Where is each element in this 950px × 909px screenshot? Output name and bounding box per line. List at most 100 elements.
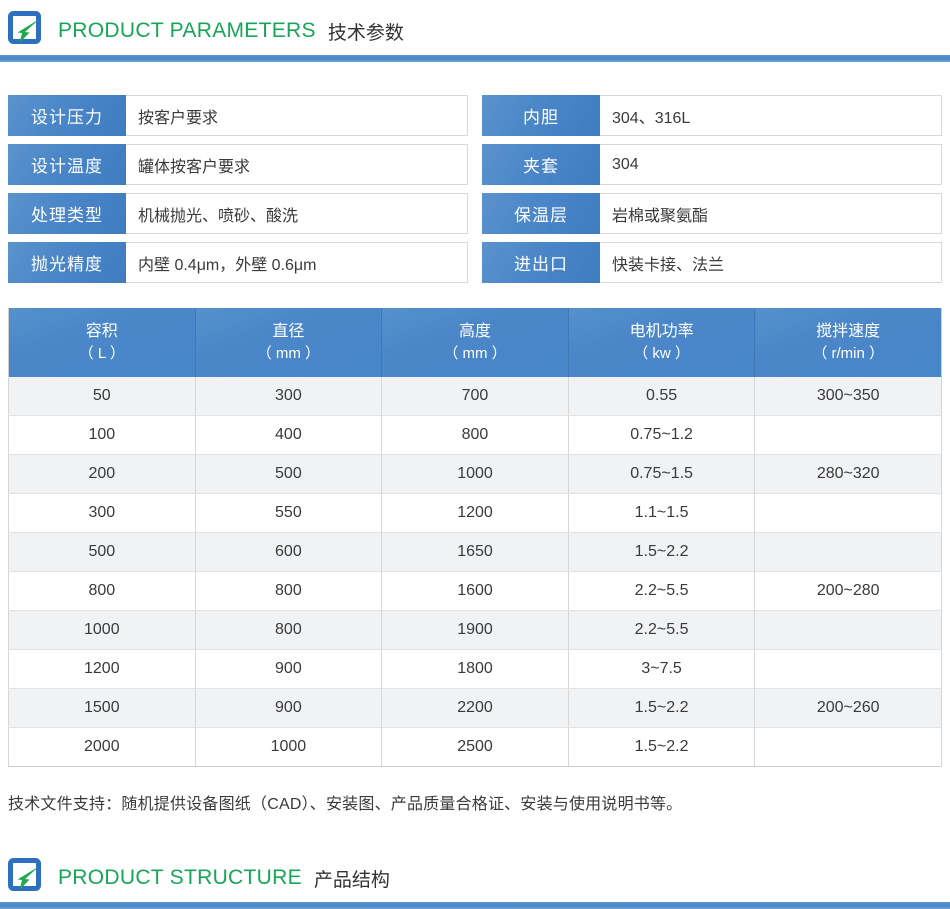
table-column-header: 直径 （ mm ） bbox=[194, 308, 383, 377]
parameter-value: 岩棉或聚氨酯 bbox=[600, 194, 941, 233]
table-cell: 600 bbox=[194, 532, 383, 573]
table-header-row: 容积 （ L ） 直径 （ mm ） 高度 （ mm ） 电机功率 （ kw ）… bbox=[8, 308, 942, 377]
parameter-label: 设计压力 bbox=[8, 95, 126, 136]
parameter-label: 设计温度 bbox=[8, 144, 126, 185]
parameter-value: 内壁 0.4μm，外壁 0.6μm bbox=[126, 243, 467, 282]
parameter-boxes: 设计压力 按客户要求 设计温度 罐体按客户要求 处理类型 机械抛光、喷砂、酸洗 … bbox=[0, 95, 950, 283]
table-cell: 1000 bbox=[8, 610, 196, 651]
parameter-value: 快装卡接、法兰 bbox=[600, 243, 941, 282]
column-unit: （ mm ） bbox=[443, 345, 507, 363]
specification-table: 容积 （ L ） 直径 （ mm ） 高度 （ mm ） 电机功率 （ kw ）… bbox=[8, 308, 942, 768]
section-header-parameters: PRODUCT PARAMETERS 技术参数 bbox=[0, 0, 950, 62]
table-cell: 550 bbox=[194, 493, 383, 534]
column-unit: （ kw ） bbox=[633, 345, 690, 363]
table-cell: 1000 bbox=[381, 454, 569, 495]
table-cell: 800 bbox=[8, 571, 196, 612]
parameter-value: 按客户要求 bbox=[126, 96, 467, 135]
table-cell: 800 bbox=[194, 610, 383, 651]
table-cell: 900 bbox=[194, 649, 383, 690]
table-row: 300 550 1200 1.1~1.5 bbox=[8, 493, 942, 534]
table-cell: 200 bbox=[8, 454, 196, 495]
table-column-header: 电机功率 （ kw ） bbox=[567, 308, 756, 377]
table-cell: 800 bbox=[194, 571, 383, 612]
table-cell: 1200 bbox=[381, 493, 569, 534]
section-title-en: PRODUCT PARAMETERS bbox=[58, 19, 316, 42]
table-cell: 0.75~1.2 bbox=[567, 415, 756, 456]
table-cell: 2.2~5.5 bbox=[567, 610, 756, 651]
table-cell: 200~260 bbox=[754, 688, 942, 729]
table-cell: 1500 bbox=[8, 688, 196, 729]
section-title-cn: 技术参数 bbox=[327, 22, 404, 44]
table-cell: 280~320 bbox=[754, 454, 942, 495]
section-divider-rule bbox=[0, 55, 950, 62]
table-cell: 500 bbox=[8, 532, 196, 573]
table-body: 50 300 700 0.55 300~350 100 400 800 0.75~1.2 200 5… bbox=[8, 376, 942, 768]
table-cell: 1600 bbox=[381, 571, 569, 612]
table-row: 1000 800 1900 2.2~5.5 bbox=[8, 610, 942, 651]
column-name: 容积 bbox=[85, 323, 118, 340]
parameter-row: 内胆 304、316L bbox=[482, 95, 942, 136]
parameter-value: 304 bbox=[600, 145, 941, 184]
table-cell: 200~280 bbox=[754, 571, 942, 612]
section-title-en: PRODUCT STRUCTURE bbox=[58, 866, 302, 890]
table-cell: 900 bbox=[194, 688, 383, 729]
parameter-column-right: 内胆 304、316L 夹套 304 保温层 岩棉或聚氨酯 进出口 快装卡接、法… bbox=[482, 95, 942, 283]
parameter-row: 处理类型 机械抛光、喷砂、酸洗 bbox=[8, 193, 468, 234]
table-cell: 1.1~1.5 bbox=[567, 493, 756, 534]
table-cell bbox=[754, 415, 942, 456]
section-header-structure: PRODUCT STRUCTURE 产品结构 bbox=[0, 847, 950, 909]
parameter-label: 夹套 bbox=[482, 144, 600, 185]
table-row: 1200 900 1800 3~7.5 bbox=[8, 649, 942, 690]
column-name: 电机功率 bbox=[629, 323, 694, 340]
table-cell: 1000 bbox=[194, 727, 383, 768]
table-cell: 400 bbox=[194, 415, 383, 456]
table-cell bbox=[754, 727, 942, 768]
section-title-cn: 产品结构 bbox=[313, 869, 390, 891]
column-unit: （ mm ） bbox=[256, 345, 321, 363]
table-cell: 1200 bbox=[8, 649, 196, 690]
table-cell: 1900 bbox=[381, 610, 569, 651]
parameter-label: 处理类型 bbox=[8, 193, 126, 234]
table-row: 1500 900 2200 1.5~2.2 200~260 bbox=[8, 688, 942, 729]
table-column-header: 搅拌速度 （ r/min ） bbox=[754, 308, 942, 377]
parameter-value: 罐体按客户要求 bbox=[126, 145, 467, 184]
table-cell: 1650 bbox=[381, 532, 569, 573]
table-cell: 1.5~2.2 bbox=[567, 532, 756, 573]
table-cell: 50 bbox=[8, 376, 196, 417]
table-cell bbox=[754, 493, 942, 534]
table-cell: 100 bbox=[8, 415, 196, 456]
company-logo-icon bbox=[8, 858, 44, 894]
parameter-row: 保温层 岩棉或聚氨酯 bbox=[482, 193, 942, 234]
parameter-value: 304、316L bbox=[600, 96, 941, 135]
parameter-column-left: 设计压力 按客户要求 设计温度 罐体按客户要求 处理类型 机械抛光、喷砂、酸洗 … bbox=[8, 95, 468, 283]
table-row: 100 400 800 0.75~1.2 bbox=[8, 415, 942, 456]
table-row: 800 800 1600 2.2~5.5 200~280 bbox=[8, 571, 942, 612]
table-cell: 3~7.5 bbox=[567, 649, 756, 690]
column-name: 搅拌速度 bbox=[816, 323, 881, 340]
column-unit: （ L ） bbox=[78, 345, 125, 363]
table-cell: 300 bbox=[194, 376, 383, 417]
table-column-header: 高度 （ mm ） bbox=[381, 308, 569, 377]
table-cell: 1.5~2.2 bbox=[567, 688, 756, 729]
parameter-row: 设计压力 按客户要求 bbox=[8, 95, 468, 136]
table-cell: 300~350 bbox=[754, 376, 942, 417]
technical-document-note: 技术文件支持：随机提供设备图纸（CAD）、安装图、产品质量合格证、安装与使用说明… bbox=[8, 796, 683, 814]
table-cell: 2000 bbox=[8, 727, 196, 768]
column-name: 直径 bbox=[272, 323, 305, 340]
parameter-label: 内胆 bbox=[482, 95, 600, 136]
table-row: 2000 1000 2500 1.5~2.2 bbox=[8, 727, 942, 768]
parameter-label: 保温层 bbox=[482, 193, 600, 234]
table-row: 200 500 1000 0.75~1.5 280~320 bbox=[8, 454, 942, 495]
table-cell bbox=[754, 532, 942, 573]
table-cell: 2200 bbox=[381, 688, 569, 729]
parameter-row: 设计温度 罐体按客户要求 bbox=[8, 144, 468, 185]
company-logo-icon bbox=[8, 11, 44, 47]
table-row: 50 300 700 0.55 300~350 bbox=[8, 376, 942, 417]
table-cell: 1800 bbox=[381, 649, 569, 690]
column-unit: （ r/min ） bbox=[812, 345, 885, 363]
table-row: 500 600 1650 1.5~2.2 bbox=[8, 532, 942, 573]
table-header: 容积 （ L ） 直径 （ mm ） 高度 （ mm ） 电机功率 （ kw ）… bbox=[8, 308, 942, 377]
parameter-label: 抛光精度 bbox=[8, 242, 126, 283]
table-cell: 0.55 bbox=[567, 376, 756, 417]
table-cell: 300 bbox=[8, 493, 196, 534]
